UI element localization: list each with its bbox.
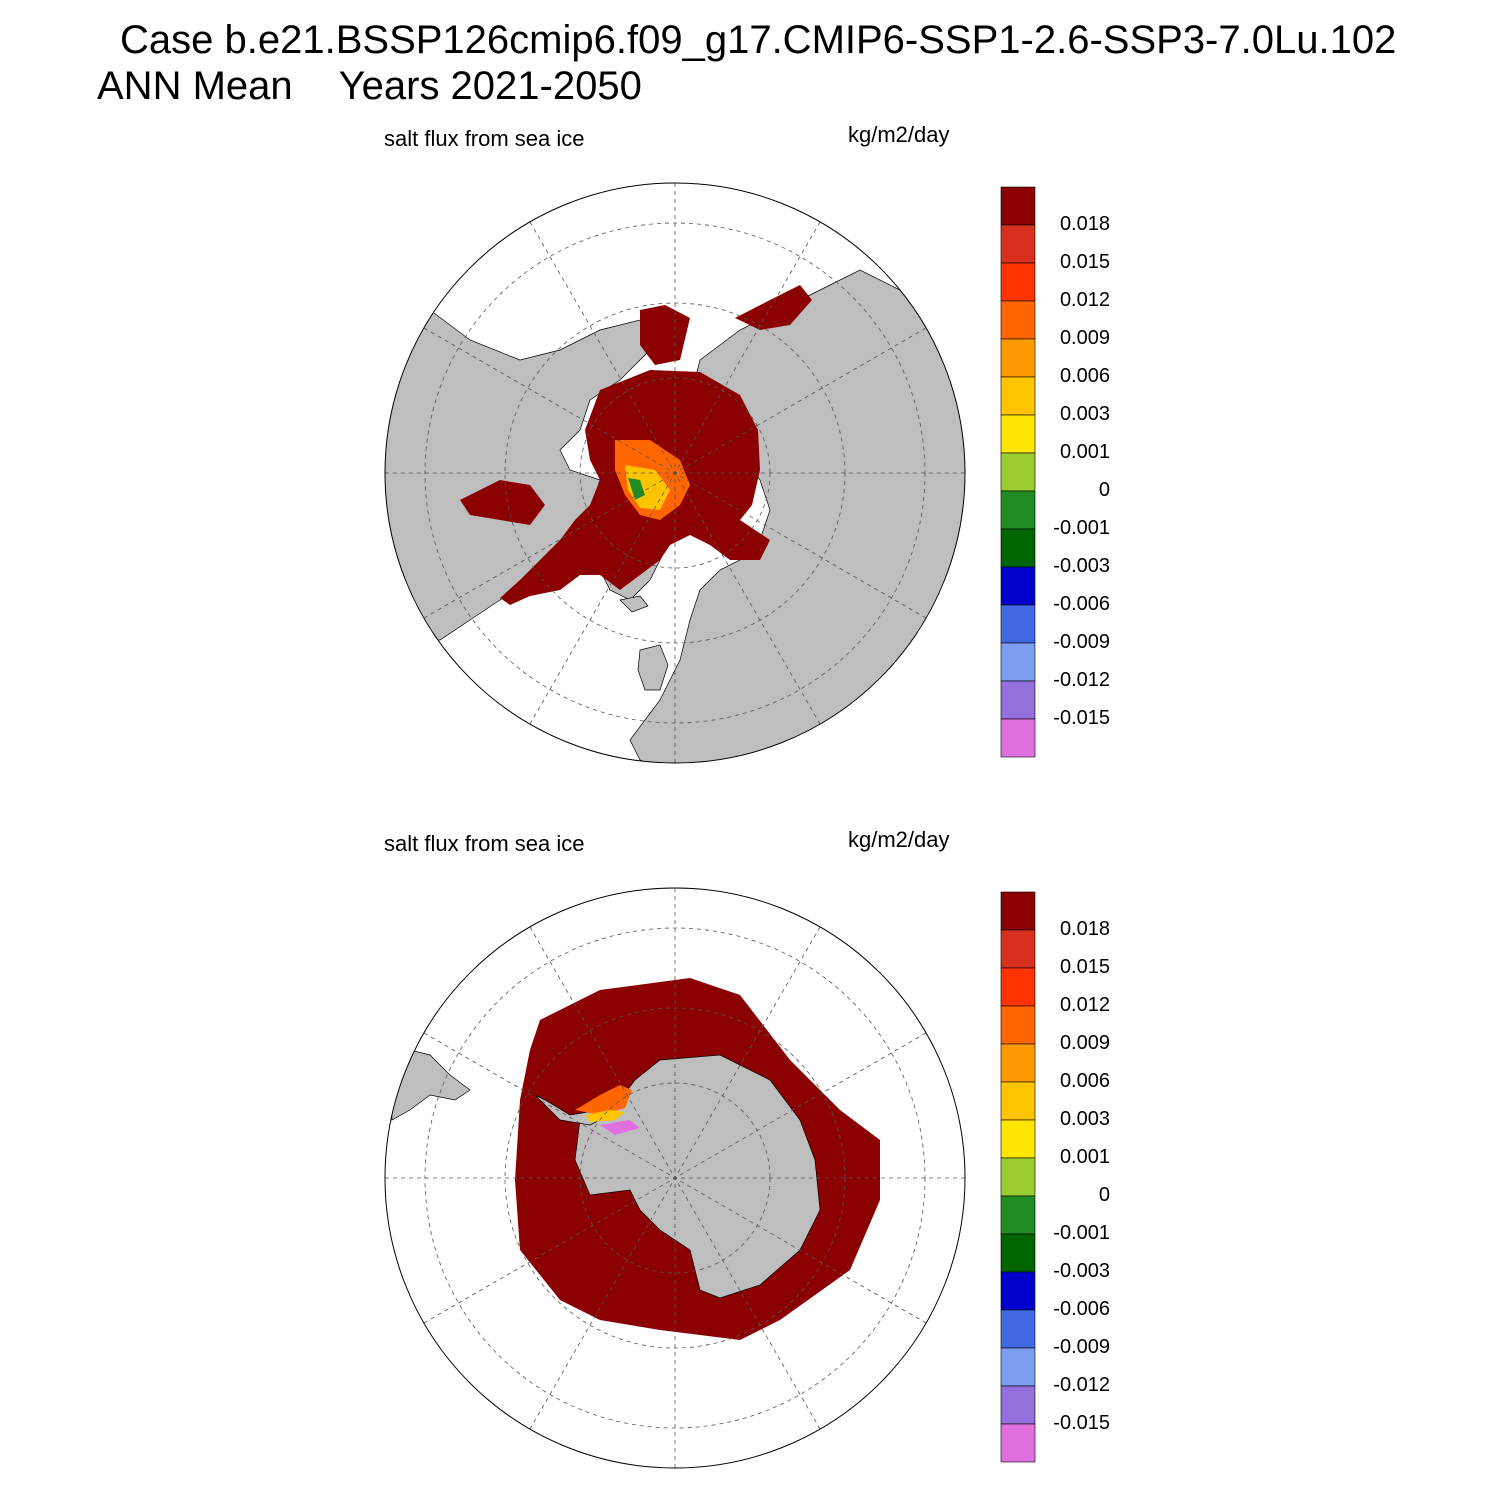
colorbar-north-tick-label: 0.003	[1059, 403, 1110, 425]
colorbar-north-swatch	[1000, 642, 1036, 682]
years-label: Years 2021-2050	[338, 64, 642, 108]
land-british-isles	[637, 644, 669, 691]
colorbar-north-tick-label: 0.006	[1059, 365, 1110, 387]
colorbar-north-tick-label: -0.001	[1053, 517, 1110, 539]
colorbar-north-swatch	[1000, 224, 1036, 264]
colorbar-south-swatch	[1000, 1271, 1036, 1311]
colorbar-north-tick-label: -0.003	[1053, 555, 1110, 577]
colorbar-south-swatch	[1000, 1081, 1036, 1121]
colorbar-south-swatch	[1000, 1119, 1036, 1159]
colorbar-south-tick-label: 0.015	[1059, 956, 1110, 978]
colorbar-south-swatch	[1000, 1157, 1036, 1197]
panel-north-title: salt flux from sea ice	[384, 126, 585, 151]
colorbar-north	[1000, 186, 1036, 758]
colorbar-north-tick-label: 0.018	[1059, 213, 1110, 235]
colorbar-south-tick-label: -0.015	[1053, 1412, 1110, 1434]
south-ice-ring	[515, 978, 880, 1340]
colorbar-south-swatch	[1000, 967, 1036, 1007]
figure-subtitle: ANN Mean Years 2021-2050	[97, 64, 642, 109]
south-ice-gradient-negative	[600, 1120, 640, 1135]
colorbar-north-swatch	[1000, 718, 1036, 758]
colorbar-south-tick-label: 0.012	[1059, 994, 1110, 1016]
colorbar-north-tick-label: 0.012	[1059, 289, 1110, 311]
colorbar-north-tick-label: 0.001	[1059, 441, 1110, 463]
colorbar-north-tick-label: 0.009	[1059, 327, 1110, 349]
colorbar-north-swatch	[1000, 680, 1036, 720]
panel-south-title: salt flux from sea ice	[384, 831, 585, 856]
colorbar-south-swatch	[1000, 1309, 1036, 1349]
colorbar-south-tick-label: 0	[1098, 1184, 1110, 1206]
land-iceland	[619, 595, 649, 613]
colorbar-north-swatch	[1000, 452, 1036, 492]
colorbar-south-tick-label: -0.003	[1053, 1260, 1110, 1282]
colorbar-south-tick-label: 0.018	[1059, 918, 1110, 940]
colorbar-north-swatch	[1000, 528, 1036, 568]
south-ice-gradient-inner	[585, 1110, 625, 1122]
colorbar-south-swatch	[1000, 1347, 1036, 1387]
colorbar-north-swatch	[1000, 490, 1036, 530]
colorbar-north-swatch	[1000, 262, 1036, 302]
colorbar-north-swatch	[1000, 414, 1036, 454]
south-graticule	[385, 888, 965, 1468]
north-ice-hudson	[460, 480, 545, 525]
colorbar-south-swatch	[1000, 929, 1036, 969]
north-graticule	[385, 183, 965, 763]
colorbar-south-tick-label: 0.001	[1059, 1146, 1110, 1168]
colorbar-north-swatch	[1000, 338, 1036, 378]
colorbar-north-tick-label: -0.006	[1053, 593, 1110, 615]
north-ice-bering	[640, 305, 690, 365]
colorbar-north-swatch	[1000, 376, 1036, 416]
colorbar-south-swatch	[1000, 1005, 1036, 1045]
colorbar-south-swatch	[1000, 1195, 1036, 1235]
colorbar-north-swatch	[1000, 300, 1036, 340]
colorbar-south-tick-label: -0.001	[1053, 1222, 1110, 1244]
colorbar-south-swatch	[1000, 1423, 1036, 1463]
land-north-america	[385, 309, 651, 641]
colorbar-north-tick-label: 0	[1098, 479, 1110, 501]
colorbar-south-tick-label: -0.006	[1053, 1298, 1110, 1320]
colorbar-south-tick-label: -0.012	[1053, 1374, 1110, 1396]
colorbar-north-swatch	[1000, 566, 1036, 606]
south-ice-gradient	[575, 1085, 632, 1115]
colorbar-north-tick-label: -0.012	[1053, 669, 1110, 691]
colorbar-south-tick-label: 0.006	[1059, 1070, 1110, 1092]
panel-north-units: kg/m2/day	[848, 122, 950, 147]
colorbar-south	[1000, 891, 1036, 1463]
north-ice-gradient-edge	[628, 478, 645, 500]
panel-south-units: kg/m2/day	[848, 827, 950, 852]
colorbar-north-swatch	[1000, 186, 1036, 226]
colorbar-south-tick-label: 0.003	[1059, 1108, 1110, 1130]
colorbar-south-swatch	[1000, 891, 1036, 931]
colorbar-south-swatch	[1000, 1043, 1036, 1083]
land-south-america	[389, 1049, 471, 1121]
colorbar-north-tick-label: 0.015	[1059, 251, 1110, 273]
colorbar-south-tick-label: -0.009	[1053, 1336, 1110, 1358]
south-polar-map	[384, 887, 966, 1469]
colorbar-north-tick-label: -0.015	[1053, 707, 1110, 729]
colorbar-north-swatch	[1000, 604, 1036, 644]
colorbar-south-swatch	[1000, 1233, 1036, 1273]
colorbar-south-swatch	[1000, 1385, 1036, 1425]
colorbar-south-tick-label: 0.009	[1059, 1032, 1110, 1054]
north-polar-map	[384, 182, 966, 764]
figure-title: Case b.e21.BSSP126cmip6.f09_g17.CMIP6-SS…	[120, 18, 1397, 62]
season-label: ANN Mean	[97, 64, 293, 108]
north-ice-okhotsk	[735, 285, 812, 330]
colorbar-north-tick-label: -0.009	[1053, 631, 1110, 653]
